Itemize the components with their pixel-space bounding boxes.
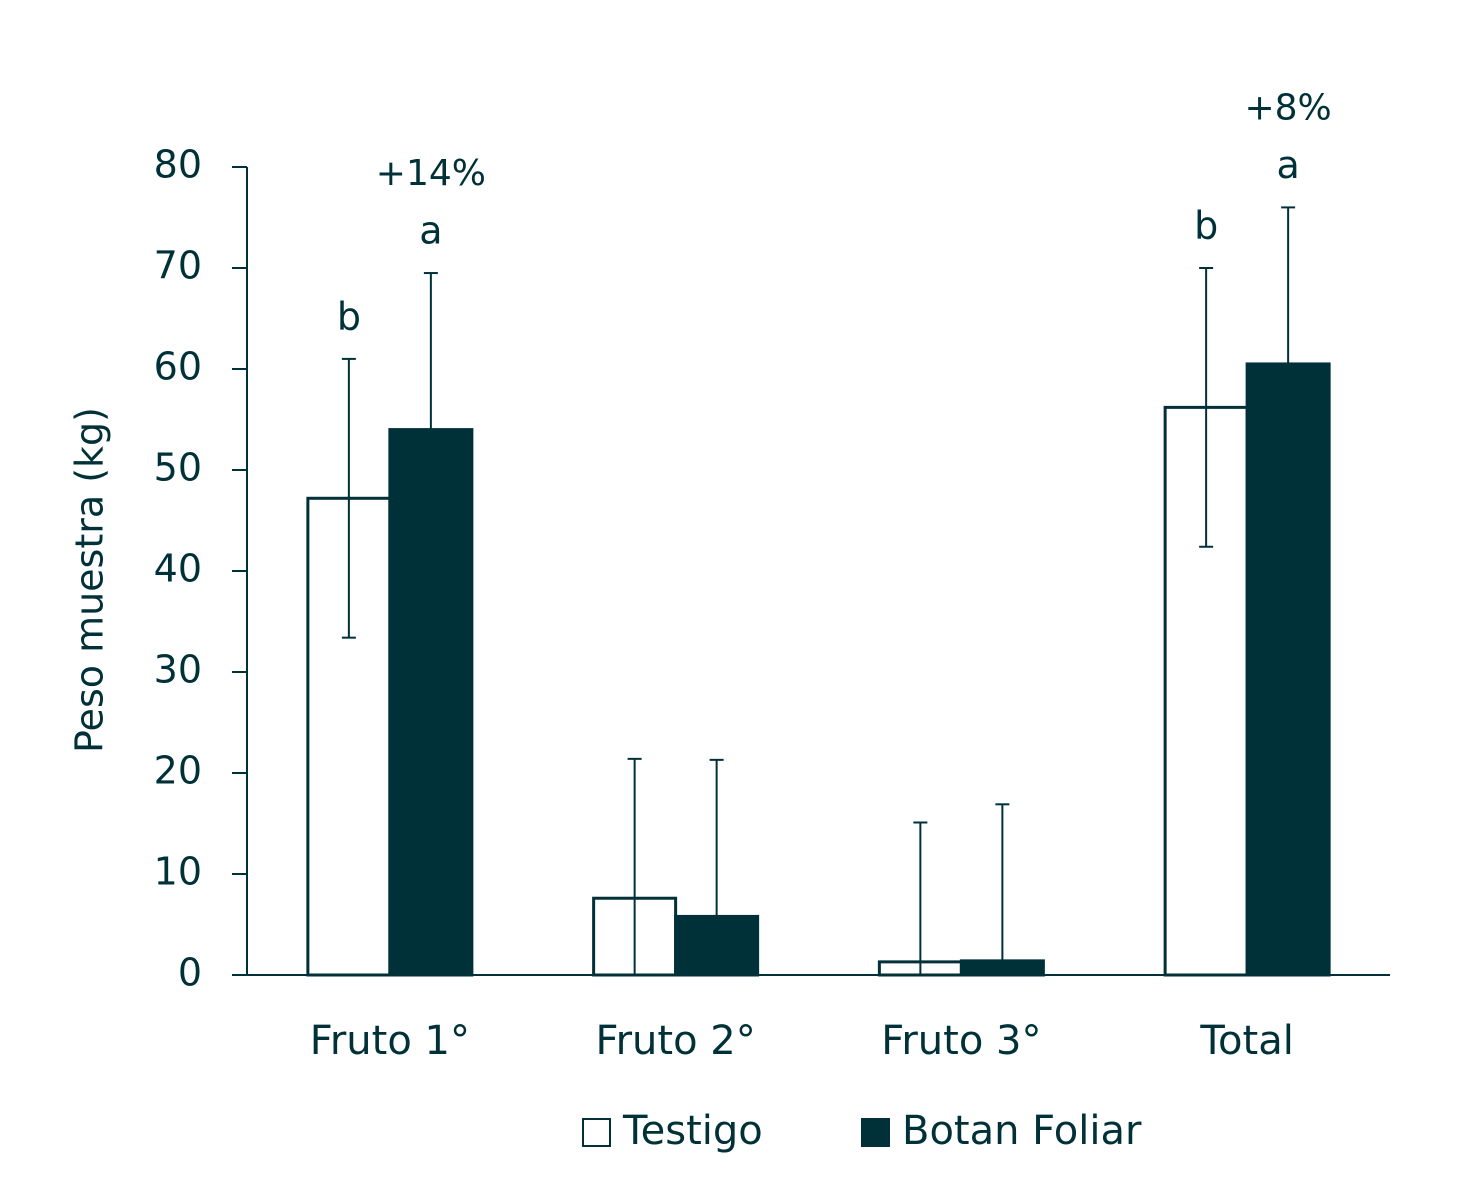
significance-letter: b [1194,204,1218,248]
error-bar [627,757,642,975]
error-bar [341,357,356,639]
error-bar [423,272,438,588]
error-bar [1281,206,1296,522]
legend-label: Botan Foliar [902,1108,1142,1154]
legend-swatch [582,1118,611,1147]
y-tick-label: 80 [154,143,202,187]
x-tick-label: Fruto 2° [596,1018,756,1064]
y-tick-label: 20 [154,749,202,793]
y-tick-label: 70 [154,244,202,288]
error-bar [1199,267,1214,548]
legend-label: Testigo [622,1108,763,1154]
y-tick-label: 60 [154,345,202,389]
significance-letter: a [1276,143,1299,187]
change-label: +8% [1244,87,1331,128]
y-tick-label: 30 [154,648,202,692]
x-tick-label: Fruto 3° [881,1018,1041,1064]
change-label: +14% [376,153,486,194]
y-tick-label: 40 [154,547,202,591]
y-tick-label: 0 [178,951,202,995]
y-axis-label: Peso muestra (kg) [68,407,112,753]
y-tick-label: 50 [154,446,202,490]
error-bar [709,758,724,975]
significance-letter: b [337,294,361,338]
error-bar [913,821,928,975]
y-tick-label: 10 [154,850,202,894]
x-tick-label: Fruto 1° [310,1018,470,1064]
x-tick-label: Total [1199,1018,1293,1064]
error-bar [995,803,1010,975]
legend-swatch [861,1118,890,1147]
significance-letter: a [419,209,442,253]
